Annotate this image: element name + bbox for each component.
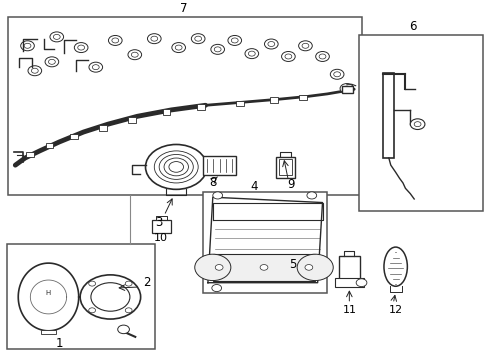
Bar <box>299 95 306 100</box>
Circle shape <box>302 43 308 48</box>
Bar <box>338 256 359 279</box>
Text: 4: 4 <box>250 180 258 193</box>
Circle shape <box>281 51 295 62</box>
Circle shape <box>319 54 325 59</box>
Circle shape <box>227 35 241 45</box>
Circle shape <box>260 265 267 270</box>
Circle shape <box>212 192 222 199</box>
Text: 6: 6 <box>408 20 416 33</box>
Circle shape <box>267 41 274 46</box>
Bar <box>341 86 352 93</box>
Circle shape <box>89 62 102 72</box>
Circle shape <box>45 57 59 67</box>
Bar <box>235 101 243 106</box>
Circle shape <box>194 254 230 280</box>
Text: 7: 7 <box>180 2 187 15</box>
Circle shape <box>191 34 204 44</box>
Text: 10: 10 <box>153 233 167 243</box>
Circle shape <box>92 65 99 69</box>
Circle shape <box>80 275 141 319</box>
Text: H: H <box>46 291 51 296</box>
Circle shape <box>88 308 95 313</box>
Circle shape <box>48 59 55 64</box>
Circle shape <box>315 51 329 62</box>
Circle shape <box>88 281 95 286</box>
Bar <box>45 143 53 148</box>
Text: 8: 8 <box>209 176 216 189</box>
Bar <box>383 72 393 158</box>
Circle shape <box>248 51 255 56</box>
Circle shape <box>355 279 366 287</box>
Circle shape <box>131 52 138 57</box>
Text: 11: 11 <box>342 305 356 315</box>
Circle shape <box>112 38 119 43</box>
Bar <box>8 17 361 195</box>
Circle shape <box>215 265 223 270</box>
Circle shape <box>306 192 316 199</box>
Bar <box>196 104 204 110</box>
Circle shape <box>145 144 206 189</box>
Text: 12: 12 <box>388 305 402 315</box>
Circle shape <box>298 41 312 51</box>
Bar <box>41 330 56 334</box>
Ellipse shape <box>383 247 407 286</box>
Text: 1: 1 <box>55 337 63 350</box>
Circle shape <box>210 44 224 54</box>
Circle shape <box>211 284 221 292</box>
Circle shape <box>175 45 182 50</box>
Bar <box>99 125 107 131</box>
Bar <box>6 243 155 348</box>
Circle shape <box>151 36 158 41</box>
Bar <box>26 152 34 157</box>
Circle shape <box>339 84 353 94</box>
Circle shape <box>194 36 201 41</box>
Circle shape <box>171 42 185 53</box>
Circle shape <box>108 35 122 45</box>
Circle shape <box>125 308 132 313</box>
Circle shape <box>125 281 132 286</box>
Circle shape <box>214 47 221 52</box>
Bar <box>203 156 236 175</box>
Circle shape <box>91 283 130 311</box>
Bar <box>278 159 292 175</box>
Text: 9: 9 <box>286 178 294 191</box>
Circle shape <box>413 122 420 127</box>
Circle shape <box>118 325 129 334</box>
Bar <box>334 278 363 287</box>
Bar <box>152 220 171 233</box>
Bar <box>70 134 78 139</box>
Circle shape <box>28 66 41 76</box>
Circle shape <box>24 43 31 48</box>
Bar <box>358 35 483 211</box>
Circle shape <box>343 86 349 91</box>
Text: 2: 2 <box>143 276 150 289</box>
Bar <box>275 157 295 178</box>
Circle shape <box>78 45 84 50</box>
Circle shape <box>264 39 278 49</box>
Circle shape <box>409 119 424 130</box>
Circle shape <box>297 254 332 280</box>
Bar <box>269 98 277 103</box>
Circle shape <box>128 50 142 60</box>
Circle shape <box>74 42 88 53</box>
Circle shape <box>244 49 258 59</box>
Circle shape <box>147 34 161 44</box>
Circle shape <box>31 68 38 73</box>
Circle shape <box>330 69 343 79</box>
Circle shape <box>285 54 291 59</box>
Circle shape <box>53 35 60 39</box>
Circle shape <box>20 41 34 51</box>
Bar <box>128 117 136 123</box>
Circle shape <box>333 72 340 77</box>
Circle shape <box>231 38 238 43</box>
Circle shape <box>50 32 63 42</box>
Circle shape <box>305 265 312 270</box>
Bar <box>203 192 327 293</box>
Text: 5: 5 <box>289 258 296 271</box>
Text: 3: 3 <box>155 216 163 229</box>
Bar <box>212 254 315 281</box>
Bar <box>162 109 170 115</box>
